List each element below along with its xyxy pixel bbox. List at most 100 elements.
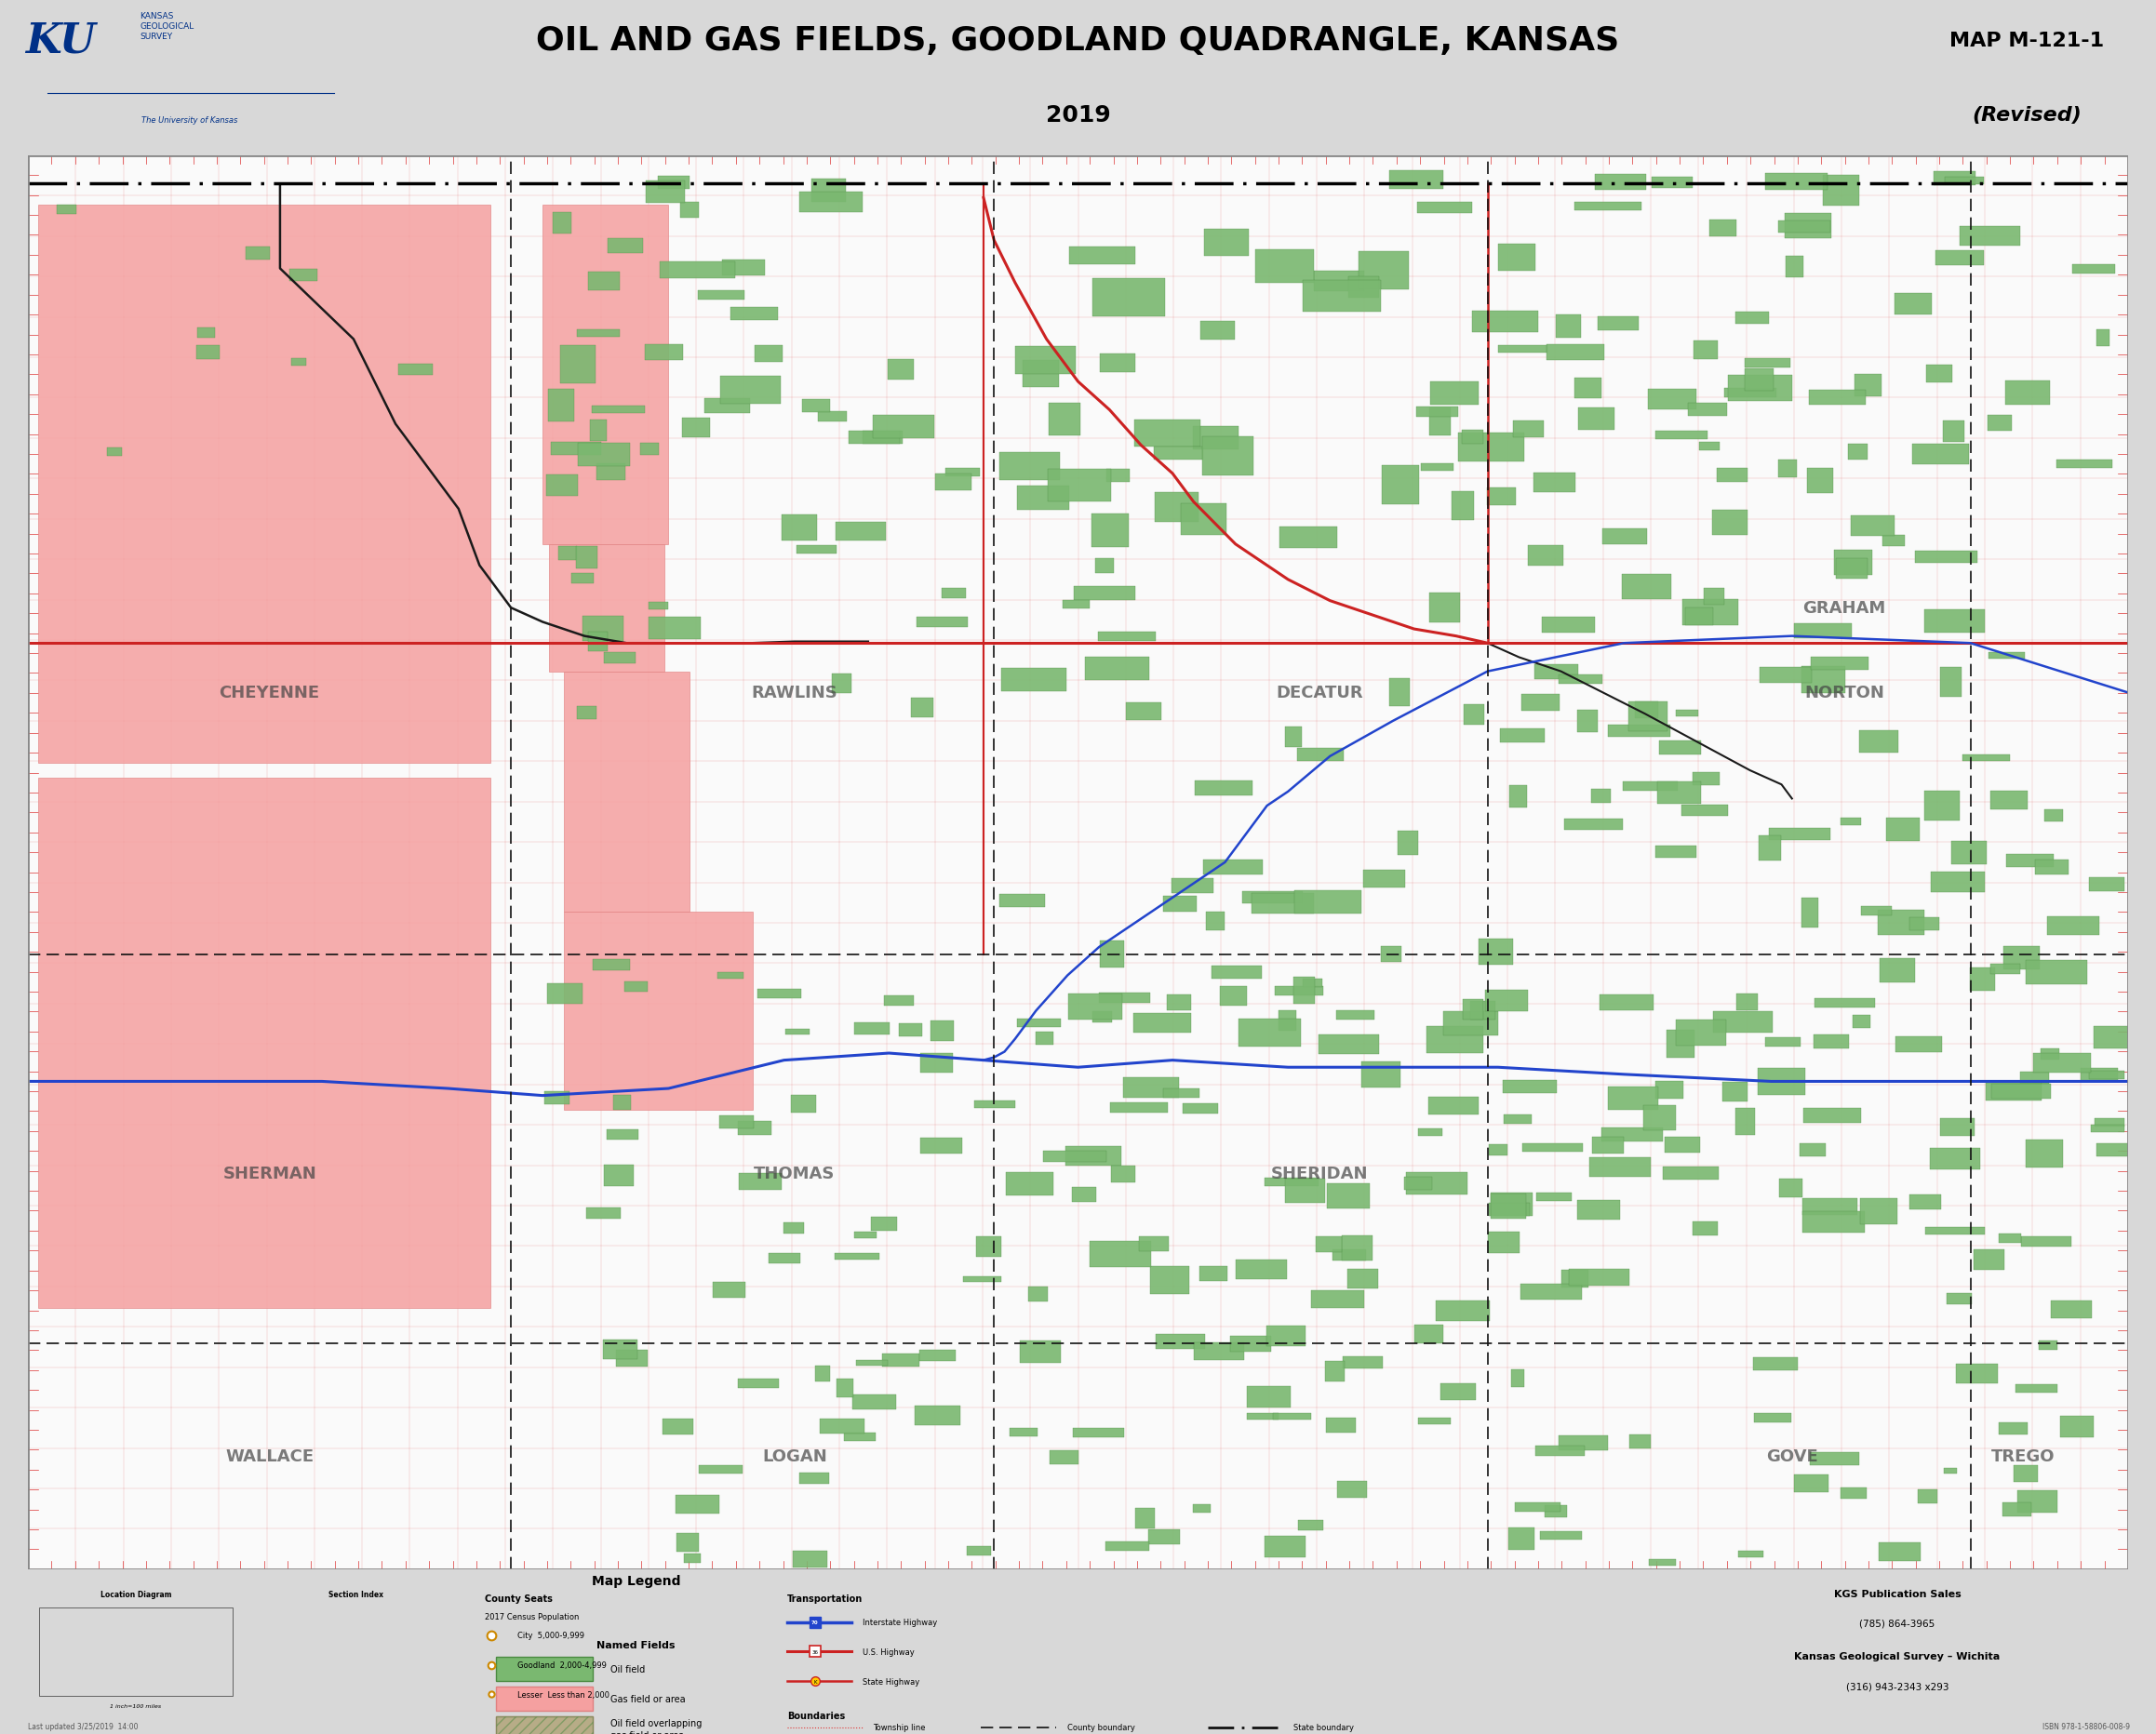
Bar — [578, 329, 621, 338]
Bar — [1595, 175, 1647, 191]
Bar — [1520, 1285, 1583, 1300]
Bar — [1973, 1250, 2005, 1269]
Bar — [2027, 1141, 2063, 1169]
Bar — [640, 444, 660, 456]
Text: 2017 Census Population: 2017 Census Population — [485, 1613, 580, 1621]
Bar — [1093, 1011, 1112, 1023]
Bar — [783, 515, 817, 541]
Bar — [1266, 1327, 1307, 1347]
Bar — [1600, 995, 1654, 1011]
Bar — [593, 961, 630, 971]
Bar — [1895, 1037, 1943, 1053]
Text: Named Fields: Named Fields — [597, 1640, 675, 1649]
Bar — [1343, 1356, 1382, 1368]
Bar — [1072, 1429, 1125, 1437]
Bar — [563, 671, 690, 912]
Bar — [1692, 773, 1718, 786]
Bar — [1565, 818, 1623, 831]
Bar — [1854, 375, 1882, 397]
Bar — [755, 345, 783, 362]
Bar — [1960, 227, 2020, 246]
Bar — [1886, 818, 1919, 841]
Bar — [1363, 870, 1406, 888]
Bar — [1779, 1179, 1802, 1196]
Bar — [737, 1122, 772, 1136]
Bar — [612, 1096, 632, 1110]
Bar — [1682, 806, 1729, 817]
Bar — [1084, 657, 1149, 680]
Bar — [1535, 1446, 1585, 1457]
Bar — [1427, 1027, 1483, 1053]
Bar — [1766, 1037, 1800, 1047]
Bar — [1999, 1422, 2027, 1434]
Bar — [1429, 407, 1451, 437]
Bar — [921, 1138, 962, 1153]
Bar — [1539, 1531, 1583, 1540]
Bar — [1498, 244, 1535, 271]
Bar — [1388, 680, 1410, 706]
Bar — [1664, 1138, 1701, 1153]
Bar — [496, 1656, 593, 1682]
Bar — [625, 981, 647, 992]
Bar — [1419, 1129, 1442, 1136]
Bar — [1759, 668, 1811, 683]
Bar — [2005, 381, 2050, 406]
Bar — [1503, 1115, 1533, 1124]
Bar — [1442, 1013, 1498, 1035]
Text: Last updated 3/25/2019  14:00: Last updated 3/25/2019 14:00 — [28, 1722, 138, 1731]
Bar — [1656, 782, 1701, 805]
Bar — [1537, 1193, 1572, 1202]
Text: THOMAS: THOMAS — [755, 1165, 834, 1183]
Bar — [2096, 331, 2109, 347]
Text: K: K — [813, 1679, 817, 1684]
Bar — [1811, 657, 1869, 671]
Bar — [2027, 961, 2087, 985]
Bar — [1462, 430, 1483, 444]
Text: (316) 943-2343 x293: (316) 943-2343 x293 — [1846, 1682, 1949, 1691]
Text: KGS Publication Sales: KGS Publication Sales — [1833, 1588, 1962, 1599]
Bar — [1100, 942, 1123, 968]
Bar — [1181, 505, 1227, 536]
Bar — [1238, 1020, 1300, 1047]
Bar — [975, 1101, 1015, 1108]
Bar — [1800, 1144, 1826, 1157]
Bar — [662, 1418, 694, 1436]
Bar — [1813, 1035, 1850, 1049]
Bar — [1192, 1505, 1212, 1512]
Bar — [1686, 609, 1714, 626]
Text: State boundary: State boundary — [1294, 1724, 1354, 1732]
Bar — [843, 1432, 875, 1441]
Bar — [1802, 1210, 1865, 1233]
Bar — [1315, 1236, 1343, 1252]
Bar — [1943, 421, 1964, 442]
Bar — [1414, 1325, 1442, 1344]
Bar — [1852, 517, 1895, 536]
Text: (785) 864-3965: (785) 864-3965 — [1858, 1620, 1936, 1628]
Bar — [1815, 999, 1874, 1007]
Bar — [832, 675, 852, 694]
Bar — [1020, 1340, 1061, 1363]
Bar — [1164, 896, 1197, 912]
Bar — [1591, 1138, 1623, 1155]
Bar — [1835, 551, 1871, 576]
Bar — [1416, 407, 1457, 418]
Bar — [1337, 1481, 1367, 1498]
Bar — [1557, 316, 1580, 338]
Bar — [1628, 702, 1669, 732]
Bar — [1861, 1198, 1897, 1224]
Bar — [1559, 675, 1602, 685]
Bar — [1018, 1020, 1061, 1028]
Bar — [873, 416, 934, 439]
Bar — [1800, 666, 1846, 694]
Bar — [2007, 855, 2053, 867]
Bar — [1882, 536, 1904, 546]
Bar — [1675, 1020, 1727, 1046]
Bar — [1533, 473, 1576, 492]
Bar — [1464, 704, 1483, 725]
Bar — [1298, 749, 1343, 761]
Bar — [558, 546, 578, 560]
Bar — [837, 522, 886, 541]
Bar — [1688, 404, 1727, 416]
Bar — [1341, 1236, 1373, 1261]
Bar — [1302, 281, 1380, 312]
